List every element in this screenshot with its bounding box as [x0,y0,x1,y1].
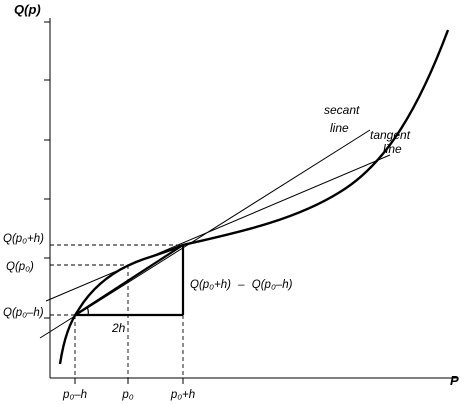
q-curve [58,29,450,365]
dashed-guides [50,244,184,378]
rise-label-lower: Q(p₀–h) [252,279,293,291]
tangent-label-line1: tangent [370,128,411,142]
rise-label-minus: – [237,279,245,291]
y-axis-ticks [44,21,50,319]
y-tick-lower: Q(p₀–h) [3,307,44,319]
y-tick-mid: Q(p₀) [6,261,34,273]
x-axis-label: P [450,373,459,388]
run-label: 2h [111,321,126,335]
secant-label-line1: secant [324,103,360,117]
rise-label-upper: Q(p₀+h) [190,279,231,291]
secant-chord [74,244,184,316]
x-tick-mid: p₀ [121,389,133,401]
rise-label: Q(p₀+h) – Q(p₀–h) [190,279,293,291]
tangent-line [45,154,391,302]
x-tick-left: p₀–h [62,389,87,401]
angle-arc [86,306,89,316]
x-axis-ticks [74,378,184,384]
secant-label-line2: line [330,121,349,135]
tangent-label-line2: line [383,142,402,156]
y-axis-label: Q(p) [14,2,41,17]
x-tick-right: p₀+h [170,389,195,401]
y-tick-upper: Q(p₀+h) [3,233,44,245]
